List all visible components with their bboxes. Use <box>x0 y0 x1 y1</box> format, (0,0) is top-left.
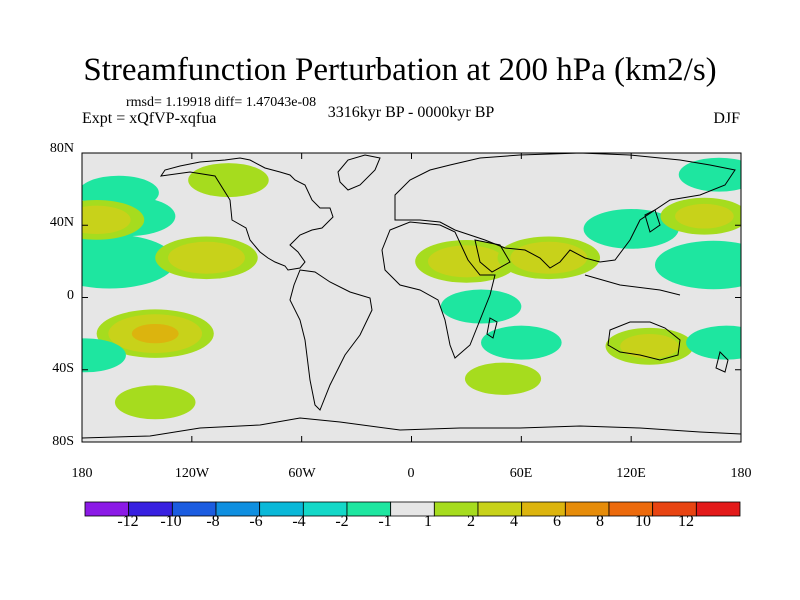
anomaly-southern-ocean-positive <box>114 385 196 420</box>
anomaly-ne-pacific-positive <box>82 199 145 240</box>
experiment-label: Expt = xQfVP-xqfua <box>82 110 217 127</box>
colorbar-label: -12 <box>117 513 139 530</box>
colorbar-label: -1 <box>378 513 392 530</box>
anomaly-contour <box>440 289 522 324</box>
axis-ticks <box>81 152 742 443</box>
anomaly-subtropical-pacific-positive <box>155 236 258 280</box>
anomaly-contour <box>510 241 588 274</box>
anomaly-east-africa-negative <box>440 289 522 324</box>
anomaly-india-positive <box>497 236 601 280</box>
anomaly-contour <box>620 333 679 359</box>
coast-south-america <box>289 269 373 411</box>
lon-tick-label: 0 <box>407 466 415 481</box>
anomaly-china-negative <box>583 208 679 249</box>
colorbar-label: 4 <box>510 513 518 530</box>
anomaly-contour <box>654 240 741 290</box>
lon-tick-label: 120W <box>174 466 210 481</box>
anomaly-sw-pacific-negative <box>82 338 126 373</box>
lon-tick-label: 60E <box>509 466 533 481</box>
colorbar-label: -10 <box>160 513 182 530</box>
coast-greenland <box>337 154 381 191</box>
colorbar-label: 2 <box>467 513 475 530</box>
anomaly-japan-positive <box>660 197 741 235</box>
figure-title: Streamfunction Perturbation at 200 hPa (… <box>83 52 717 88</box>
anomaly-contour <box>464 362 542 395</box>
anomaly-madagascar-negative <box>481 325 562 360</box>
anomaly-contour <box>188 163 269 198</box>
period-label: 3316kyr BP - 0000kyr BP <box>327 104 495 121</box>
anomaly-contour <box>82 205 131 235</box>
colorbar-swatch <box>695 501 741 517</box>
anomaly-nw-pacific-negative <box>678 157 741 192</box>
colorbar-label: -6 <box>249 513 263 530</box>
anomaly-contour <box>675 203 734 229</box>
season-label: DJF <box>713 110 740 127</box>
anomaly-contour <box>131 323 179 344</box>
anomaly-field <box>82 157 741 420</box>
coast-indonesia <box>584 274 681 296</box>
anomaly-contour <box>583 208 679 249</box>
anomaly-contour <box>168 241 245 274</box>
anomaly-contour <box>82 234 176 289</box>
anomaly-contour <box>678 157 741 192</box>
colorbar-label: 8 <box>596 513 604 530</box>
anomaly-contour <box>82 338 126 373</box>
colorbar-label: 12 <box>678 513 694 530</box>
anomaly-australia-positive <box>605 327 694 365</box>
coast-japan <box>644 209 661 233</box>
anomaly-sw-pacific-east-negative <box>686 325 741 360</box>
colorbar-label: -8 <box>206 513 220 530</box>
colorbar-label: 10 <box>635 513 651 530</box>
lat-tick-label: 40S <box>52 361 74 376</box>
lat-tick-label: 80N <box>49 141 74 156</box>
anomaly-south-pacific-positive <box>96 309 214 358</box>
anomaly-w-pacific-negative <box>654 240 741 290</box>
colorbar-label: 1 <box>424 513 432 530</box>
colorbar-label: -2 <box>335 513 349 530</box>
lon-tick-label: 180 <box>730 466 752 481</box>
map-background <box>82 153 741 442</box>
lon-tick-label: 180 <box>71 466 93 481</box>
coast-arabia <box>474 239 511 273</box>
coastlines <box>82 153 741 439</box>
coast-australia <box>607 321 681 361</box>
anomaly-south-indian-positive <box>464 362 542 395</box>
lon-tick-label: 120E <box>616 466 646 481</box>
colorbar-label: -4 <box>292 513 306 530</box>
lat-tick-label: 80S <box>52 434 74 449</box>
anomaly-contour <box>427 245 505 278</box>
colorbar <box>84 501 741 517</box>
lat-tick-label: 0 <box>67 288 74 303</box>
coast-antarctica <box>82 417 741 439</box>
coast-africa <box>381 221 496 359</box>
anomaly-contour <box>481 325 562 360</box>
colorbar-label: 6 <box>553 513 561 530</box>
coast-new-zealand <box>715 351 729 373</box>
anomaly-canada-positive <box>188 163 269 198</box>
stats-label: rmsd= 1.19918 diff= 1.47043e-08 <box>126 95 317 110</box>
coast-madagascar <box>486 317 498 339</box>
coast-north-america <box>159 157 334 271</box>
lat-tick-label: 40N <box>49 215 74 230</box>
anomaly-hawaii-negative <box>82 234 176 289</box>
lon-tick-label: 60W <box>288 466 316 481</box>
anomaly-contour <box>114 385 196 420</box>
anomaly-contour <box>686 325 741 360</box>
coast-eurasia <box>394 153 736 269</box>
